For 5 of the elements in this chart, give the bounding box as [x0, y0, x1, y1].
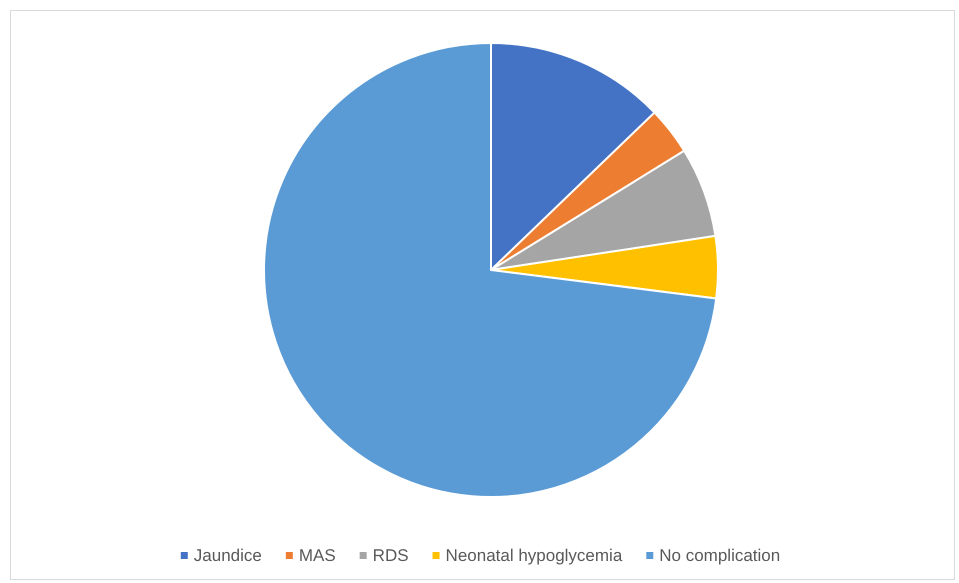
legend-label: No complication: [659, 546, 780, 565]
legend-label: Jaundice: [194, 546, 262, 565]
legend-label: MAS: [298, 546, 336, 565]
legend-label: Neonatal hypoglycemia: [446, 546, 623, 565]
legend-label: RDS: [372, 546, 409, 565]
